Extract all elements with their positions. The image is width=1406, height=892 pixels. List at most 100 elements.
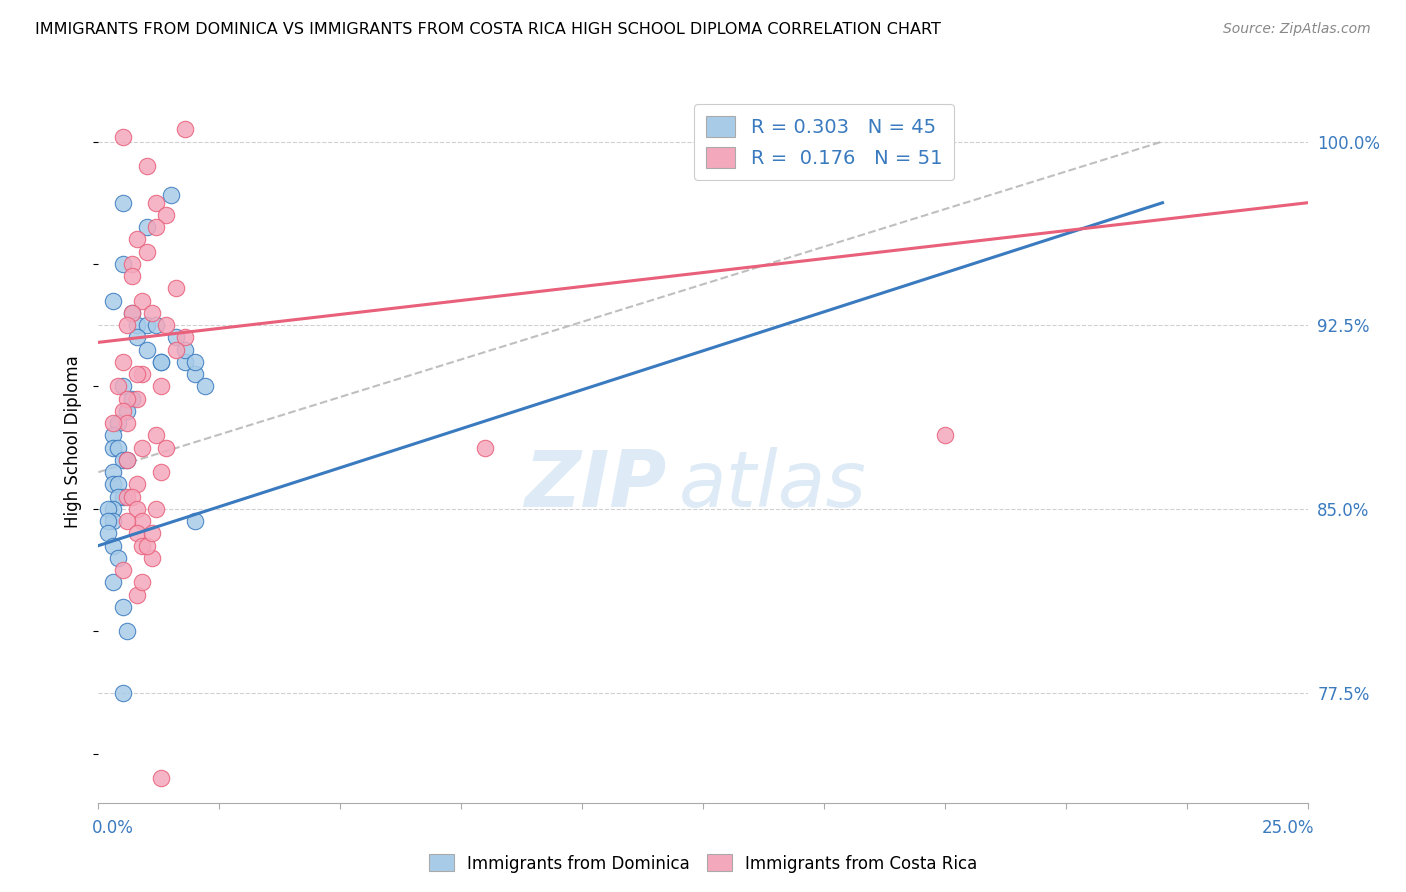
- Point: [150, 379, 173, 393]
- Point: [121, 490, 143, 504]
- Point: [117, 318, 139, 333]
- Point: [145, 428, 167, 442]
- Point: [97, 514, 120, 528]
- Point: [101, 539, 124, 553]
- Point: [97, 502, 120, 516]
- Point: [150, 772, 173, 786]
- Point: [107, 416, 129, 430]
- Point: [117, 453, 139, 467]
- Text: Source: ZipAtlas.com: Source: ZipAtlas.com: [1223, 22, 1371, 37]
- Point: [135, 159, 157, 173]
- Point: [174, 355, 197, 369]
- Point: [135, 539, 157, 553]
- Point: [117, 514, 139, 528]
- Point: [117, 392, 139, 406]
- Point: [101, 428, 124, 442]
- Text: 0.0%: 0.0%: [91, 819, 134, 837]
- Point: [127, 232, 149, 246]
- Point: [474, 441, 496, 455]
- Point: [127, 477, 149, 491]
- Text: 25.0%: 25.0%: [1263, 819, 1315, 837]
- Point: [135, 343, 157, 357]
- Point: [127, 502, 149, 516]
- Point: [131, 367, 153, 381]
- Point: [174, 122, 197, 136]
- Point: [160, 188, 183, 202]
- Point: [121, 392, 143, 406]
- Point: [111, 404, 134, 418]
- Point: [111, 685, 134, 699]
- Point: [127, 526, 149, 541]
- Point: [121, 269, 143, 284]
- Point: [131, 441, 153, 455]
- Point: [131, 575, 153, 590]
- Point: [934, 428, 956, 442]
- Point: [150, 355, 173, 369]
- Text: IMMIGRANTS FROM DOMINICA VS IMMIGRANTS FROM COSTA RICA HIGH SCHOOL DIPLOMA CORRE: IMMIGRANTS FROM DOMINICA VS IMMIGRANTS F…: [35, 22, 941, 37]
- Point: [101, 465, 124, 479]
- Point: [131, 539, 153, 553]
- Point: [165, 330, 187, 344]
- Point: [150, 465, 173, 479]
- Point: [145, 195, 167, 210]
- Y-axis label: High School Diploma: High School Diploma: [65, 355, 83, 528]
- Point: [117, 404, 139, 418]
- Point: [184, 367, 207, 381]
- Point: [111, 257, 134, 271]
- Point: [101, 416, 124, 430]
- Point: [111, 563, 134, 577]
- Point: [111, 599, 134, 614]
- Text: ZIP: ZIP: [524, 447, 666, 523]
- Text: atlas: atlas: [679, 447, 866, 523]
- Point: [107, 477, 129, 491]
- Point: [111, 355, 134, 369]
- Point: [174, 343, 197, 357]
- Point: [174, 330, 197, 344]
- Point: [111, 453, 134, 467]
- Point: [127, 330, 149, 344]
- Point: [101, 441, 124, 455]
- Point: [111, 379, 134, 393]
- Point: [117, 490, 139, 504]
- Point: [121, 257, 143, 271]
- Point: [141, 526, 163, 541]
- Point: [111, 129, 134, 144]
- Point: [135, 244, 157, 259]
- Point: [155, 318, 177, 333]
- Point: [127, 367, 149, 381]
- Point: [194, 379, 217, 393]
- Point: [97, 526, 120, 541]
- Point: [107, 490, 129, 504]
- Point: [101, 293, 124, 308]
- Point: [127, 318, 149, 333]
- Point: [121, 306, 143, 320]
- Point: [121, 306, 143, 320]
- Point: [135, 220, 157, 235]
- Point: [184, 514, 207, 528]
- Point: [117, 624, 139, 639]
- Point: [127, 588, 149, 602]
- Point: [135, 318, 157, 333]
- Point: [141, 550, 163, 565]
- Point: [107, 379, 129, 393]
- Point: [145, 220, 167, 235]
- Point: [131, 514, 153, 528]
- Legend: R = 0.303   N = 45, R =  0.176   N = 51: R = 0.303 N = 45, R = 0.176 N = 51: [695, 104, 953, 180]
- Point: [145, 318, 167, 333]
- Point: [117, 416, 139, 430]
- Point: [165, 281, 187, 295]
- Point: [101, 575, 124, 590]
- Point: [101, 502, 124, 516]
- Point: [127, 392, 149, 406]
- Point: [111, 195, 134, 210]
- Point: [107, 441, 129, 455]
- Point: [101, 514, 124, 528]
- Point: [101, 477, 124, 491]
- Point: [165, 343, 187, 357]
- Point: [107, 550, 129, 565]
- Point: [155, 208, 177, 222]
- Point: [131, 293, 153, 308]
- Point: [145, 502, 167, 516]
- Point: [155, 441, 177, 455]
- Point: [111, 490, 134, 504]
